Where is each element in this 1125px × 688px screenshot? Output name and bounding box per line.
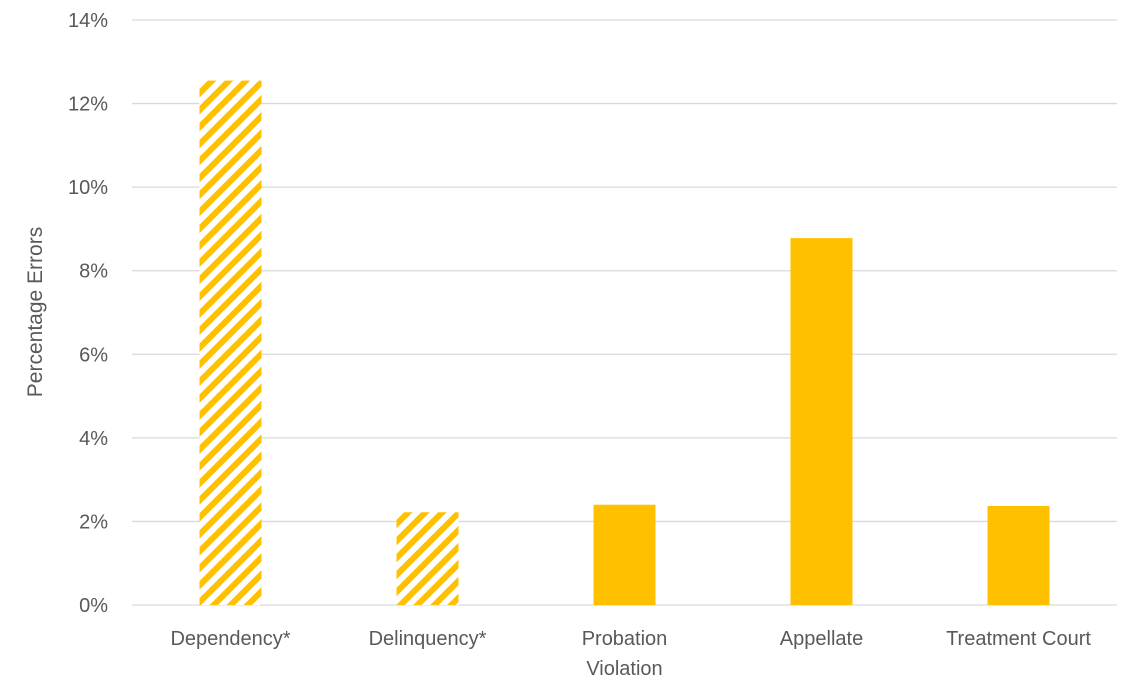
x-category-label: Delinquency* [369, 628, 487, 650]
y-tick-label: 4% [79, 428, 108, 450]
bar [987, 505, 1050, 605]
y-axis-title: Percentage Errors [24, 227, 47, 397]
gridlines [132, 19, 1117, 606]
bar [396, 512, 459, 605]
x-category-label: Appellate [780, 628, 863, 650]
y-tick-label: 6% [79, 344, 108, 366]
bar [199, 80, 262, 605]
x-category-label: Treatment Court [946, 628, 1091, 650]
x-category-label: Violation [586, 658, 662, 680]
x-axis-categories: Dependency* Delinquency* Probation Violatio… [170, 628, 1091, 680]
bar [593, 504, 656, 605]
bars [199, 80, 1050, 605]
y-tick-label: 2% [79, 511, 108, 533]
y-tick-label: 14% [68, 10, 108, 32]
y-tick-label: 8% [79, 261, 108, 283]
y-tick-label: 0% [79, 595, 108, 617]
x-category-label: Probation [582, 628, 668, 650]
bar [790, 238, 853, 605]
x-category-label: Dependency* [170, 628, 290, 650]
y-tick-label: 10% [68, 177, 108, 199]
y-axis-ticks: 0% 2% 4% 6% 8% 10% 12% 14% [68, 10, 108, 617]
y-tick-label: 12% [68, 94, 108, 116]
